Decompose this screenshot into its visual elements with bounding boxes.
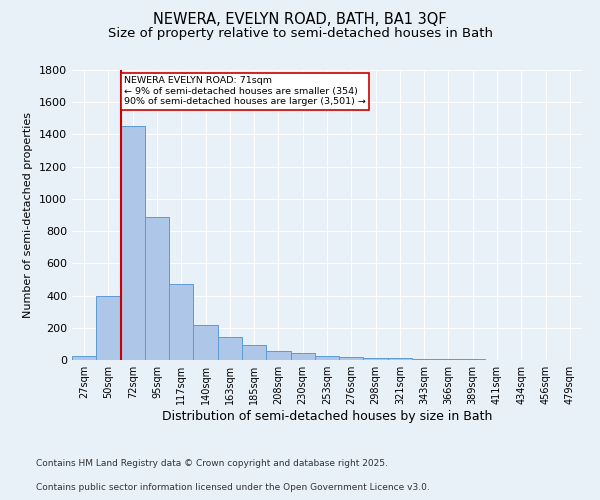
- Bar: [436, 359, 461, 360]
- Bar: [218, 336, 242, 360]
- Bar: [339, 357, 364, 360]
- Text: Contains HM Land Registry data © Crown copyright and database right 2025.: Contains HM Land Registry data © Crown c…: [36, 458, 388, 468]
- Text: Size of property relative to semi-detached houses in Bath: Size of property relative to semi-detach…: [107, 28, 493, 40]
- Bar: [242, 344, 266, 360]
- Bar: [315, 356, 339, 360]
- Bar: [364, 358, 388, 360]
- Text: NEWERA EVELYN ROAD: 71sqm
← 9% of semi-detached houses are smaller (354)
90% of : NEWERA EVELYN ROAD: 71sqm ← 9% of semi-d…: [124, 76, 366, 106]
- Y-axis label: Number of semi-detached properties: Number of semi-detached properties: [23, 112, 34, 318]
- X-axis label: Distribution of semi-detached houses by size in Bath: Distribution of semi-detached houses by …: [162, 410, 492, 423]
- Bar: [266, 351, 290, 360]
- Bar: [290, 353, 315, 360]
- Bar: [412, 358, 436, 360]
- Bar: [169, 284, 193, 360]
- Bar: [193, 324, 218, 360]
- Text: NEWERA, EVELYN ROAD, BATH, BA1 3QF: NEWERA, EVELYN ROAD, BATH, BA1 3QF: [153, 12, 447, 28]
- Bar: [96, 296, 121, 360]
- Bar: [388, 358, 412, 360]
- Bar: [461, 359, 485, 360]
- Bar: [121, 126, 145, 360]
- Text: Contains public sector information licensed under the Open Government Licence v3: Contains public sector information licen…: [36, 484, 430, 492]
- Bar: [72, 356, 96, 360]
- Bar: [145, 216, 169, 360]
